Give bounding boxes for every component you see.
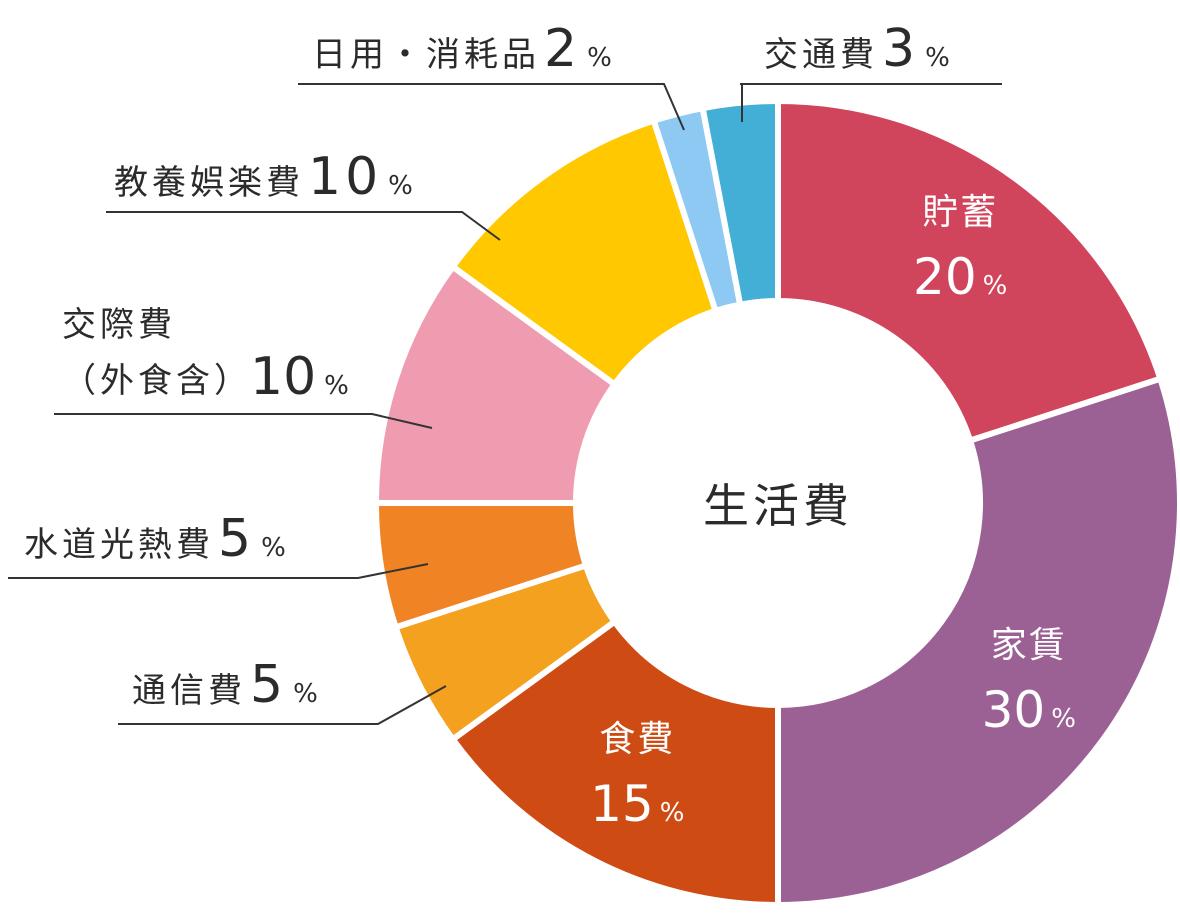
slice-label-2: 家賃	[991, 625, 1067, 666]
svg-text:交際費: 交際費	[62, 305, 176, 345]
svg-text:教養娯楽費10%: 教養娯楽費10%	[114, 147, 417, 207]
slice-1	[775, 97, 1165, 445]
donut-slices	[372, 97, 1180, 909]
slice-labels: 貯蓄 20 % 家賃 30 % 食費 15 % 通信費5 % 水道光熱費5 % 交際費 （外食含）10 % 教養…	[24, 19, 1076, 833]
leader-line-4	[118, 685, 447, 725]
slice-3	[448, 617, 781, 909]
leader-line-5	[8, 563, 429, 579]
svg-text:通信費5%: 通信費5%	[132, 655, 322, 715]
slice-label-4: 通信費5%	[132, 655, 322, 715]
leader-line-6	[54, 413, 433, 429]
slice-label-7: 教養娯楽費10%	[114, 147, 417, 207]
slice-6	[372, 262, 619, 506]
svg-text:水道光熱費5%: 水道光熱費5%	[24, 509, 290, 569]
leader-line-8	[298, 83, 685, 131]
slice-7	[448, 116, 720, 389]
svg-text:日用・消耗品2%: 日用・消耗品2%	[312, 19, 616, 79]
slice-label-3: 食費	[599, 719, 675, 760]
svg-text:（外食含）: （外食含）	[62, 361, 252, 401]
slice-value-6: 10%	[250, 347, 349, 407]
slice-label-9: 交通費3%	[764, 19, 954, 79]
leader-line-7	[106, 211, 501, 241]
svg-text:交通費3%: 交通費3%	[764, 19, 954, 79]
leader-lines	[8, 83, 1002, 725]
slice-label-1: 貯蓄	[922, 192, 998, 233]
slice-2	[775, 374, 1180, 909]
slice-value-1: 20%	[913, 248, 1007, 306]
slice-label-6: 交際費 （外食含）10%	[62, 305, 349, 407]
slice-9	[699, 97, 781, 309]
slice-label-5: 水道光熱費5%	[24, 509, 290, 569]
center-label: 生活費	[703, 479, 853, 533]
slice-label-8: 日用・消耗品2%	[312, 19, 616, 79]
slice-value-3: 15%	[590, 775, 684, 833]
slice-value-2: 30%	[982, 681, 1076, 739]
